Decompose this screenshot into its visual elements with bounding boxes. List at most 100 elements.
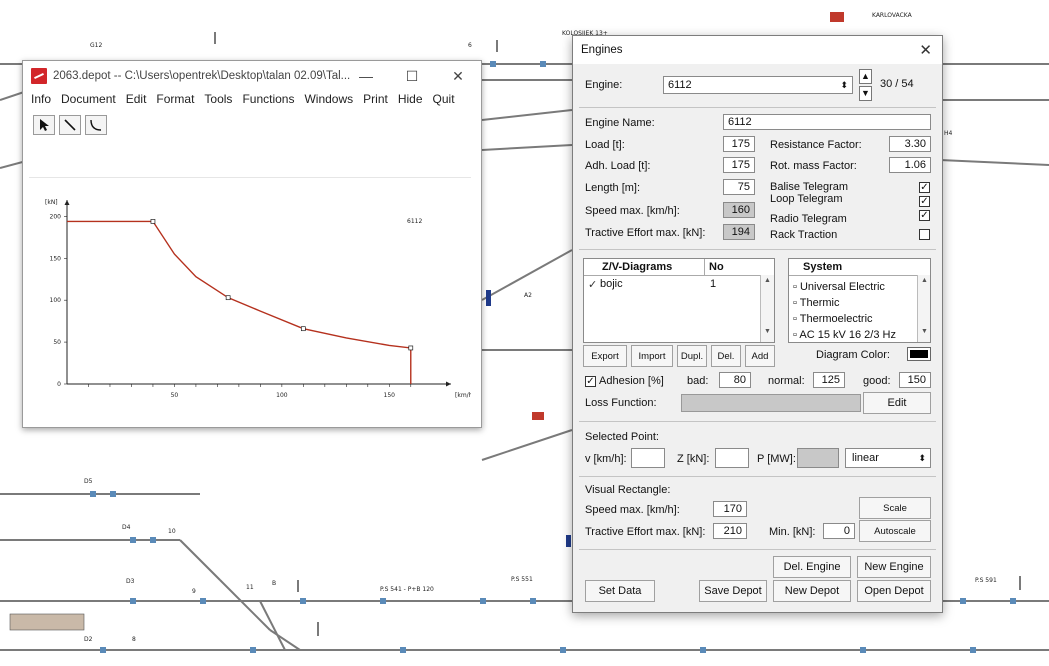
y-tick-label: 50 — [53, 339, 61, 346]
length-label: Length [m]: — [585, 182, 641, 194]
dialog-close-button[interactable]: ✕ — [919, 42, 932, 59]
menu-hide[interactable]: Hide — [397, 92, 423, 106]
menu-functions[interactable]: Functions — [242, 92, 295, 106]
p-input[interactable] — [797, 448, 839, 468]
system-list-scrollbar[interactable]: ▲ ▼ — [917, 275, 930, 342]
duplicate-button[interactable]: Dupl. — [677, 345, 707, 367]
system-list[interactable]: System ▫ Universal Electric ▫ Thermic ▫ … — [788, 258, 931, 343]
good-label: good: — [863, 375, 891, 387]
bad-label: bad: — [687, 375, 709, 387]
list-item[interactable]: ✓ bojic 1 — [584, 278, 760, 292]
delete-engine-button[interactable]: Del. Engine — [773, 556, 851, 578]
zv-diagrams-header[interactable]: Z/V-Diagrams — [584, 259, 704, 276]
menu-quit[interactable]: Quit — [432, 92, 455, 106]
edit-button[interactable]: Edit — [863, 392, 931, 414]
no-header[interactable]: No — [704, 259, 760, 276]
menu-print[interactable]: Print — [363, 92, 388, 106]
system-header[interactable]: System — [789, 259, 917, 276]
menu-edit[interactable]: Edit — [125, 92, 147, 106]
bad-input[interactable]: 80 — [719, 372, 751, 388]
autoscale-button[interactable]: Autoscale — [859, 520, 931, 542]
zv-diagram-no: 1 — [710, 278, 717, 290]
menu-document[interactable]: Document — [61, 92, 116, 106]
delete-diagram-button[interactable]: Del. — [711, 345, 741, 367]
pointer-tool-button[interactable] — [33, 115, 55, 135]
menu-info[interactable]: Info — [31, 92, 52, 106]
list-item[interactable]: ▫ AC 15 kV 16 2/3 Hz — [793, 329, 896, 341]
vr-tractive-input[interactable]: 210 — [713, 523, 747, 539]
rot-mass-factor-input[interactable]: 1.06 — [889, 157, 931, 173]
length-input[interactable]: 75 — [723, 179, 755, 195]
new-depot-button[interactable]: New Depot — [773, 580, 851, 602]
engine-select[interactable]: 6112 ⬍ — [663, 76, 853, 94]
min-input[interactable]: 0 — [823, 523, 855, 539]
scroll-down-icon[interactable]: ▼ — [764, 328, 771, 335]
set-data-button[interactable]: Set Data — [585, 580, 655, 602]
resistance-factor-input[interactable]: 3.30 — [889, 136, 931, 152]
scale-button[interactable]: Scale — [859, 497, 931, 519]
zv-diagrams-list[interactable]: Z/V-Diagrams No ✓ bojic 1 ▲ ▼ — [583, 258, 775, 343]
close-button[interactable]: ✕ — [452, 67, 464, 84]
x-tick-label: 150 — [384, 392, 396, 399]
menu-tools[interactable]: Tools — [204, 92, 233, 106]
diagram-color-swatch[interactable] — [907, 347, 931, 361]
zv-list-scrollbar[interactable]: ▲ ▼ — [760, 275, 774, 342]
radio-telegram-checkbox[interactable]: ✓ — [919, 210, 930, 221]
curve-point-marker[interactable] — [225, 295, 231, 301]
good-input[interactable]: 150 — [899, 372, 931, 388]
balise-telegram-checkbox[interactable]: ✓ — [919, 182, 930, 193]
list-item[interactable]: ▫ Thermoelectric — [793, 313, 873, 325]
adhesion-checkbox[interactable]: ✓ — [585, 376, 596, 387]
load-input[interactable]: 175 — [723, 136, 755, 152]
list-item[interactable]: ▫ Thermic — [793, 297, 840, 309]
list-item[interactable]: ▫ Universal Electric — [793, 281, 885, 293]
menu-format[interactable]: Format — [156, 92, 195, 106]
map-label-kolosijek: KOLOSIJEK 13+ — [562, 30, 608, 37]
zv-diagram-name: bojic — [600, 278, 623, 290]
line-tool-button[interactable] — [59, 115, 81, 135]
menu-windows[interactable]: Windows — [304, 92, 354, 106]
import-button[interactable]: Import — [631, 345, 673, 367]
loop-telegram-checkbox[interactable]: ✓ — [919, 196, 930, 207]
map-label-d5: D5 — [84, 478, 93, 485]
engine-name-input[interactable]: 6112 — [723, 114, 931, 130]
curve-point-marker[interactable] — [300, 326, 306, 332]
curve-point-marker[interactable] — [408, 345, 414, 351]
engine-next-button[interactable]: ▼ — [859, 86, 872, 101]
maximize-button[interactable]: ☐ — [405, 67, 419, 84]
engine-prev-button[interactable]: ▲ — [859, 69, 872, 84]
normal-input[interactable]: 125 — [813, 372, 845, 388]
loss-function-label: Loss Function: — [585, 397, 657, 409]
curve-point-marker[interactable] — [150, 219, 156, 224]
add-diagram-button[interactable]: Add — [745, 345, 775, 367]
scroll-up-icon[interactable]: ▲ — [764, 277, 771, 284]
traction-chart[interactable]: 50 100 150 0 50 100 150 200 [kN] [km/h] 6112 — [29, 178, 475, 420]
diagram-plot-area[interactable]: 50 100 150 0 50 100 150 200 [kN] [km/h] 6112 — [29, 177, 475, 420]
scroll-down-icon[interactable]: ▼ — [921, 328, 928, 335]
traction-curve[interactable] — [67, 220, 412, 384]
scroll-up-icon[interactable]: ▲ — [921, 277, 928, 284]
depot-window-titlebar[interactable]: 2063.depot -- C:\Users\opentrek\Desktop\… — [23, 61, 481, 91]
engines-dialog: Engines ✕ Engine: 6112 ⬍ ▲ ▼ 30 / 54 Eng… — [572, 35, 943, 613]
loop-telegram-label: Loop Telegram — [770, 193, 843, 205]
vr-speed-input[interactable]: 170 — [713, 501, 747, 517]
radio-telegram-label: Radio Telegram — [770, 213, 847, 225]
save-depot-button[interactable]: Save Depot — [699, 580, 767, 602]
x-tick-label: 50 — [171, 392, 179, 399]
v-input[interactable] — [631, 448, 665, 468]
z-input[interactable] — [715, 448, 749, 468]
speed-max-input[interactable]: 160 — [723, 202, 755, 218]
loss-function-field[interactable] — [681, 394, 861, 412]
minimize-button[interactable]: — — [359, 68, 373, 84]
rack-traction-checkbox[interactable] — [919, 229, 930, 240]
curve-tool-button[interactable] — [85, 115, 107, 135]
diagram-color-label: Diagram Color: — [816, 349, 890, 361]
open-depot-button[interactable]: Open Depot — [857, 580, 931, 602]
engines-dialog-titlebar[interactable]: Engines — [573, 36, 942, 64]
adh-load-input[interactable]: 175 — [723, 157, 755, 173]
export-button[interactable]: Export — [583, 345, 627, 367]
new-engine-button[interactable]: New Engine — [857, 556, 931, 578]
interpolation-select[interactable]: linear ⬍ — [845, 448, 931, 468]
depot-window: 2063.depot -- C:\Users\opentrek\Desktop\… — [22, 60, 482, 428]
tractive-effort-input[interactable]: 194 — [723, 224, 755, 240]
